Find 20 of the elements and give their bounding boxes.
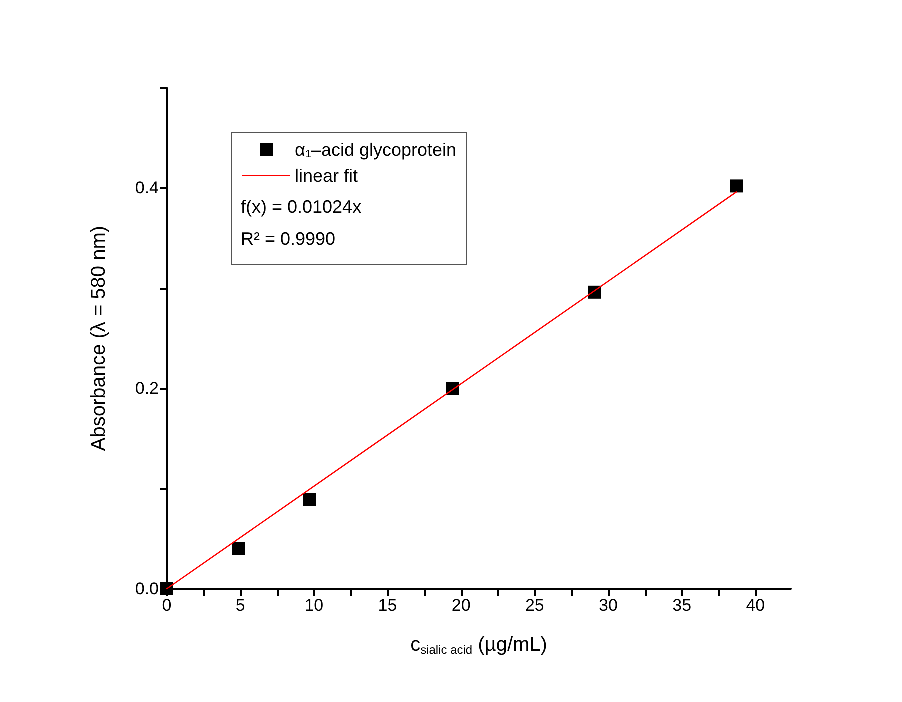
x-tick-label: 20 <box>452 596 471 615</box>
x-tick-label: 35 <box>672 596 692 615</box>
x-tick-label: 25 <box>525 596 544 615</box>
x-tick-label: 15 <box>378 596 398 615</box>
annotation: f(x) = 0.01024x <box>241 197 362 217</box>
point <box>730 180 744 193</box>
x-tick-label: 40 <box>746 596 766 615</box>
y-tick-label: 0.2 <box>135 379 159 398</box>
y-tick-label: 0.4 <box>135 178 159 198</box>
x-tick-label: 10 <box>304 596 324 615</box>
legend-label: α₁–acid glycoprotein <box>295 140 457 160</box>
legend-label: linear fit <box>295 166 358 186</box>
point <box>232 542 246 556</box>
x-tick-label: 0 <box>162 596 172 615</box>
x-tick-label: 30 <box>599 596 618 615</box>
point <box>303 493 316 506</box>
y-axis-title: Absorbance (λ = 580 nm) <box>88 226 110 452</box>
y-tick-label: 0.0 <box>135 580 159 598</box>
annotation: R² = 0.9990 <box>241 229 336 249</box>
x-tick-label: 5 <box>236 596 246 615</box>
